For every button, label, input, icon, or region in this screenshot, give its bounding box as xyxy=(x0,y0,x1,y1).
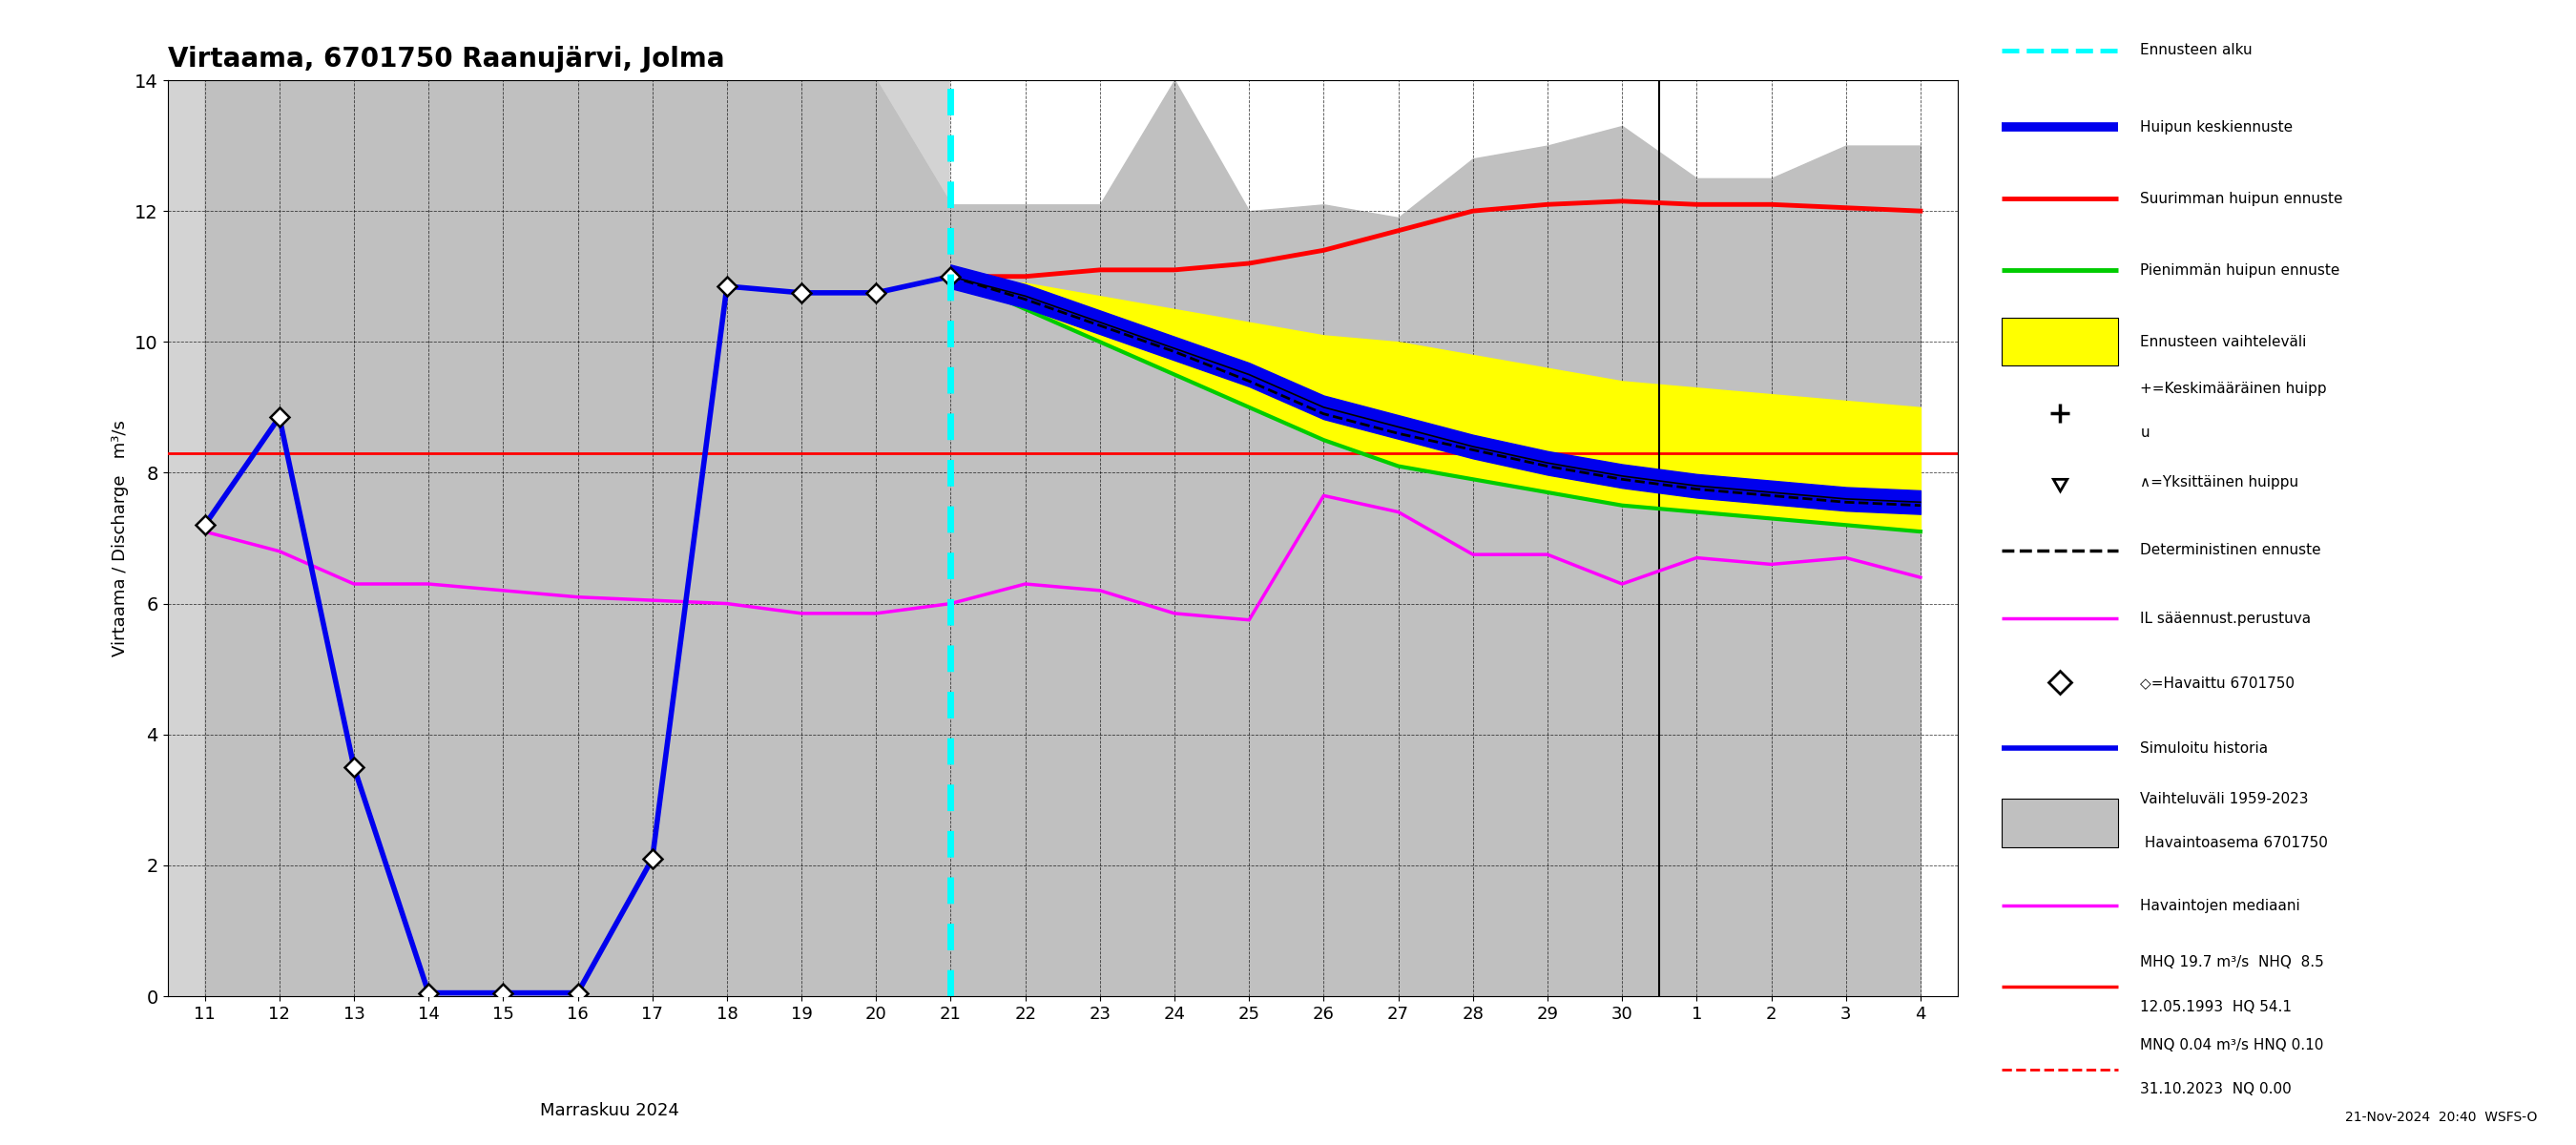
Text: IL sääennust.perustuva: IL sääennust.perustuva xyxy=(2141,611,2311,626)
Text: ◇=Havaittu 6701750: ◇=Havaittu 6701750 xyxy=(2141,676,2295,689)
Text: MHQ 19.7 m³/s  NHQ  8.5: MHQ 19.7 m³/s NHQ 8.5 xyxy=(2141,956,2324,970)
Text: 21-Nov-2024  20:40  WSFS-O: 21-Nov-2024 20:40 WSFS-O xyxy=(2344,1111,2537,1124)
Text: 12.05.1993  HQ 54.1: 12.05.1993 HQ 54.1 xyxy=(2141,1000,2293,1013)
Text: Havaintoasema 6701750: Havaintoasema 6701750 xyxy=(2141,836,2329,850)
Text: Vaihteluväli 1959-2023: Vaihteluväli 1959-2023 xyxy=(2141,792,2308,806)
Text: Virtaama, 6701750 Raanujärvi, Jolma: Virtaama, 6701750 Raanujärvi, Jolma xyxy=(167,46,724,72)
Text: Havaintojen mediaani: Havaintojen mediaani xyxy=(2141,899,2300,913)
Bar xyxy=(2002,317,2117,366)
Text: ∧=Yksittäinen huippu: ∧=Yksittäinen huippu xyxy=(2141,475,2298,490)
Text: Marraskuu 2024: Marraskuu 2024 xyxy=(541,1101,680,1119)
Text: Huipun keskiennuste: Huipun keskiennuste xyxy=(2141,120,2293,134)
Text: +=Keskimääräinen huipp: +=Keskimääräinen huipp xyxy=(2141,381,2326,396)
Text: Ennusteen vaihteleväli: Ennusteen vaihteleväli xyxy=(2141,334,2306,349)
Text: u: u xyxy=(2141,426,2148,440)
Text: Suurimman huipun ennuste: Suurimman huipun ennuste xyxy=(2141,191,2344,206)
Text: 31.10.2023  NQ 0.00: 31.10.2023 NQ 0.00 xyxy=(2141,1082,2293,1096)
Y-axis label: Virtaama / Discharge   m³/s: Virtaama / Discharge m³/s xyxy=(113,420,129,656)
Text: Pienimmän huipun ennuste: Pienimmän huipun ennuste xyxy=(2141,263,2339,277)
Bar xyxy=(2002,799,2117,847)
Text: MNQ 0.04 m³/s HNQ 0.10: MNQ 0.04 m³/s HNQ 0.10 xyxy=(2141,1039,2324,1052)
Text: Ennusteen alku: Ennusteen alku xyxy=(2141,44,2251,57)
Text: Deterministinen ennuste: Deterministinen ennuste xyxy=(2141,544,2321,558)
Text: Simuloitu historia: Simuloitu historia xyxy=(2141,741,2269,756)
